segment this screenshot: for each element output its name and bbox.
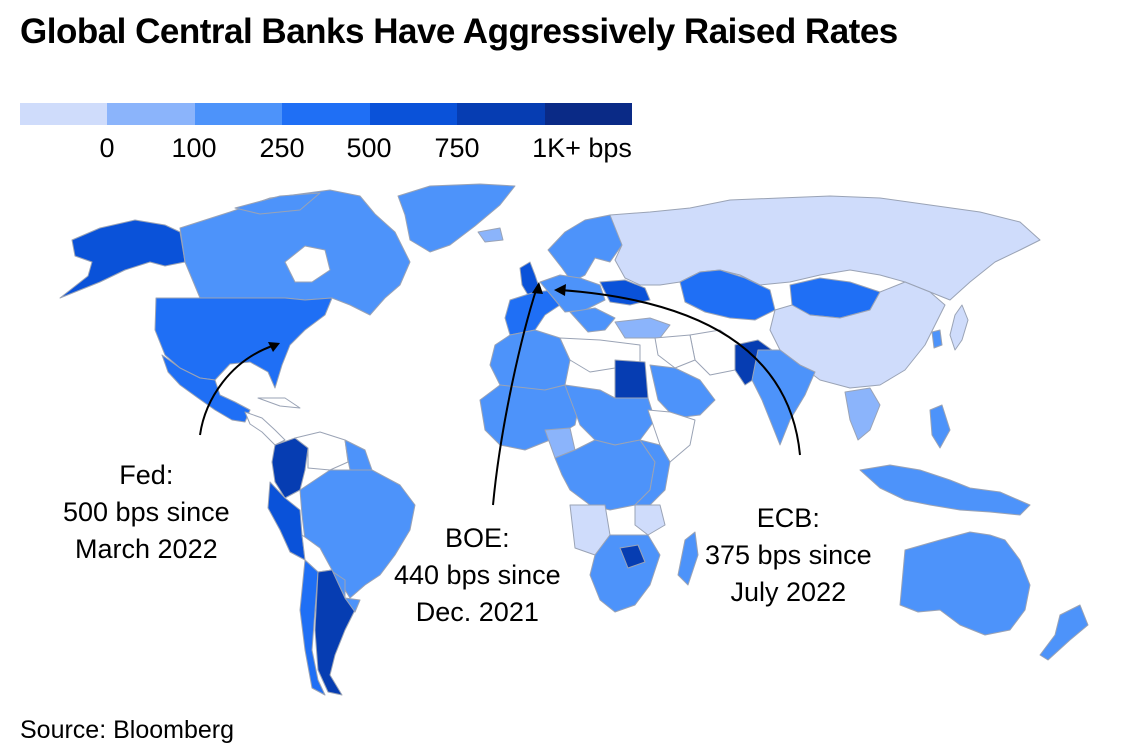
region-scandinavia bbox=[547, 214, 626, 283]
legend-swatch-7 bbox=[544, 103, 632, 125]
legend-labels: 0 100 250 500 750 1K+ bps bbox=[0, 133, 700, 167]
fed-annotation: Fed: 500 bps since March 2022 bbox=[63, 457, 230, 568]
region-southern-africa bbox=[589, 534, 661, 613]
ecb-line3: July 2022 bbox=[730, 577, 847, 607]
region-alaska bbox=[59, 219, 186, 299]
region-cuba bbox=[257, 397, 301, 409]
region-iceland bbox=[477, 227, 504, 243]
legend-swatch-4 bbox=[282, 103, 370, 125]
region-malaysia-indonesia bbox=[859, 464, 1031, 516]
region-north-africa-west bbox=[489, 329, 571, 393]
region-korea bbox=[931, 329, 943, 349]
legend-label-100: 100 bbox=[171, 133, 217, 163]
legend-label-0: 0 bbox=[99, 133, 115, 163]
region-central-america bbox=[244, 411, 286, 446]
boe-arrow bbox=[492, 286, 538, 506]
annotation-arrows bbox=[199, 286, 801, 506]
fed-line1: Fed: bbox=[119, 460, 174, 490]
hudson-bay bbox=[284, 245, 331, 283]
region-australia bbox=[899, 531, 1031, 636]
legend-swatch-1 bbox=[20, 103, 108, 125]
fed-arrowhead bbox=[268, 342, 280, 352]
chart-title: Global Central Banks Have Aggressively R… bbox=[20, 12, 898, 51]
boe-line1: BOE: bbox=[445, 523, 510, 553]
legend-label-1k: 1K+ bps bbox=[532, 133, 632, 163]
legend-label-500: 500 bbox=[346, 133, 392, 163]
region-tanzania bbox=[634, 504, 666, 536]
region-iraq-syria bbox=[654, 334, 696, 369]
boe-line3: Dec. 2021 bbox=[415, 597, 539, 627]
legend-label-750: 750 bbox=[434, 133, 480, 163]
region-greenland bbox=[397, 183, 516, 253]
region-argentina bbox=[314, 569, 356, 696]
world-map bbox=[59, 183, 1089, 696]
region-chile bbox=[299, 559, 326, 696]
ecb-line1: ECB: bbox=[756, 503, 820, 533]
region-turkey bbox=[614, 317, 671, 339]
region-eastern-europe bbox=[599, 279, 651, 306]
color-scale-legend bbox=[20, 103, 632, 125]
region-venezuela bbox=[294, 431, 349, 471]
region-philippines bbox=[929, 404, 951, 449]
legend-swatch-6 bbox=[457, 103, 545, 125]
region-arctic-islands bbox=[234, 192, 321, 215]
legend-swatch-3 bbox=[194, 103, 283, 125]
region-iran bbox=[689, 329, 741, 376]
region-guyana bbox=[344, 439, 373, 471]
region-zimbabwe bbox=[619, 544, 646, 569]
legend-swatch-2 bbox=[107, 103, 195, 125]
boe-arrowhead bbox=[532, 282, 543, 294]
region-japan bbox=[949, 304, 969, 351]
ecb-line2: 375 bps since bbox=[705, 540, 872, 570]
region-sahel bbox=[564, 384, 656, 446]
region-egypt bbox=[614, 359, 649, 399]
legend-label-250: 250 bbox=[259, 133, 305, 163]
region-balkans bbox=[569, 307, 616, 333]
region-central-europe bbox=[539, 274, 606, 313]
ecb-arrowhead bbox=[554, 284, 566, 296]
region-madagascar bbox=[677, 531, 699, 586]
region-uruguay bbox=[344, 597, 361, 613]
ecb-arrow bbox=[559, 289, 801, 456]
region-saudi bbox=[649, 364, 716, 419]
boe-line2: 440 bps since bbox=[394, 560, 561, 590]
ecb-annotation: ECB: 375 bps since July 2022 bbox=[705, 500, 872, 611]
region-se-asia bbox=[844, 387, 881, 441]
fed-line2: 500 bps since bbox=[63, 497, 230, 527]
legend-swatch-5 bbox=[369, 103, 458, 125]
source-note: Source: Bloomberg bbox=[20, 716, 235, 744]
fed-arrow bbox=[199, 344, 276, 436]
fed-line3: March 2022 bbox=[75, 534, 218, 564]
boe-annotation: BOE: 440 bps since Dec. 2021 bbox=[394, 520, 561, 631]
region-new-zealand bbox=[1039, 604, 1089, 661]
